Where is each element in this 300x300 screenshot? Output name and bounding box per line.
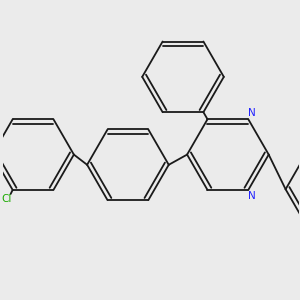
Text: N: N bbox=[248, 108, 256, 118]
Text: N: N bbox=[248, 191, 256, 201]
Text: Cl: Cl bbox=[1, 194, 12, 204]
